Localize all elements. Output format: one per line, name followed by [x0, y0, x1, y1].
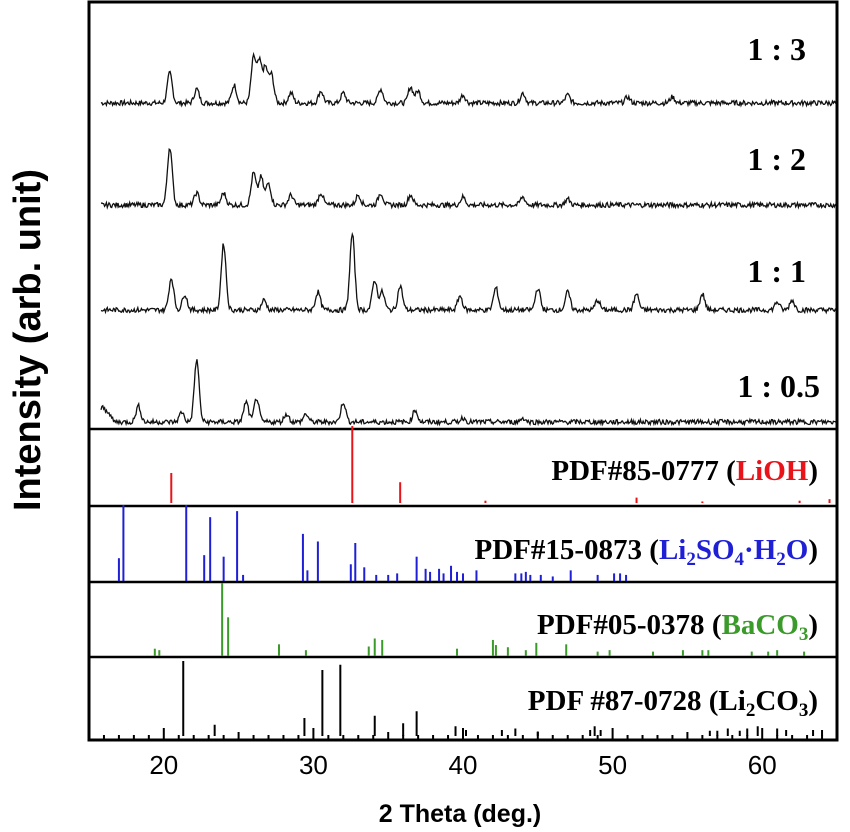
ref-card-li2co3: PDF #87-0728 — [528, 685, 702, 717]
xrd-patterns — [100, 51, 837, 427]
x-tick-label: 60 — [748, 750, 777, 780]
ref-compound-lioh: LiOH — [736, 455, 809, 487]
x-tick-label: 30 — [299, 750, 328, 780]
ref-label-baco3: PDF#05-0378 (BaCO3) — [537, 609, 818, 645]
label-ratio-1-3: 1 : 3 — [747, 31, 806, 67]
ref-label-li2co3: PDF #87-0728 (Li2CO3) — [528, 685, 818, 721]
label-ratio-1-2: 1 : 2 — [747, 141, 806, 177]
x-axis: 20 30 40 50 60 — [88, 728, 838, 780]
ref-card-li2so4-h2o: PDF#15-0873 — [474, 534, 642, 566]
x-axis-label: 2 Theta (deg.) — [379, 800, 542, 828]
pattern-line-2 — [100, 231, 837, 315]
ref-card-lioh: PDF#85-0777 — [551, 455, 719, 487]
reference-3 — [182, 661, 824, 736]
x-tick-label: 40 — [449, 750, 478, 780]
reference-0 — [170, 426, 831, 503]
ref-label-li2so4-h2o: PDF#15-0873 (Li2SO4·H2O) — [474, 534, 818, 570]
ref-card-baco3: PDF#05-0378 — [537, 609, 705, 641]
pattern-line-3 — [100, 359, 837, 427]
x-tick-label: 20 — [149, 750, 178, 780]
reference-1 — [117, 505, 628, 581]
label-ratio-1-0.5: 1 : 0.5 — [737, 368, 820, 404]
label-ratio-1-1: 1 : 1 — [747, 253, 806, 289]
reference-patterns — [117, 426, 831, 736]
pattern-line-0 — [100, 51, 837, 108]
y-axis-label: Intensity (arb. unit) — [7, 169, 49, 511]
reference-2 — [153, 583, 806, 656]
pattern-line-1 — [100, 147, 837, 210]
x-tick-label: 50 — [598, 750, 627, 780]
ref-label-lioh: PDF#85-0777 (LiOH) — [551, 455, 818, 487]
panel-dividers — [89, 427, 837, 659]
